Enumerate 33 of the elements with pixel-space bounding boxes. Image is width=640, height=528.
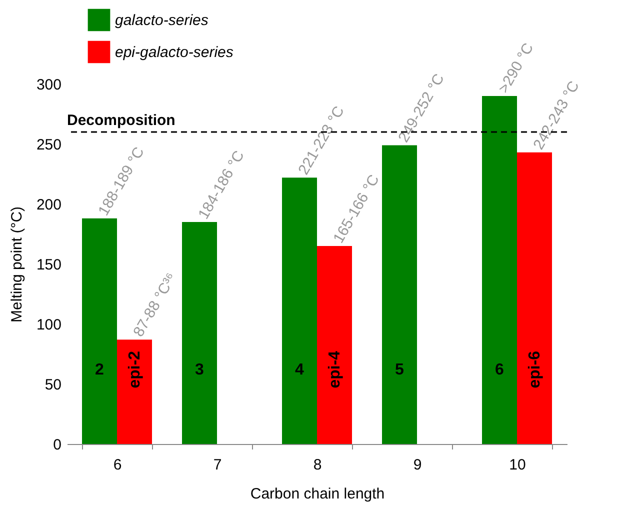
bar <box>182 222 217 444</box>
legend-label: epi-galacto-series <box>115 44 234 61</box>
annotation: 3 <box>195 362 204 379</box>
x-tick-label: 6 <box>113 456 122 474</box>
x-tick-label: 9 <box>413 456 422 474</box>
y-tick-label: 200 <box>36 196 62 214</box>
y-tick-label: 0 <box>53 436 62 454</box>
annotation: epi-6 <box>526 350 544 388</box>
ref-line-label: Decomposition <box>67 112 176 129</box>
y-axis-title: Melting point (°C) <box>8 206 26 323</box>
bar <box>482 96 517 444</box>
bar <box>117 340 152 444</box>
x-tick-label: 8 <box>313 456 322 474</box>
bar <box>517 152 552 444</box>
y-tick-label: 300 <box>36 76 62 94</box>
annotation: epi-4 <box>326 350 344 388</box>
x-axis-title: Carbon chain length <box>250 486 385 502</box>
x-tick-label: 7 <box>213 456 222 474</box>
annotation: epi-2 <box>126 350 144 388</box>
y-tick-label: 100 <box>36 316 62 334</box>
y-tick-label: 250 <box>36 136 62 154</box>
annotation: 5 <box>395 362 404 379</box>
bar <box>382 145 417 444</box>
legend-label: galacto-series <box>115 12 209 29</box>
bar <box>317 246 352 444</box>
annotation: 2 <box>95 362 104 379</box>
annotation: 4 <box>295 362 304 379</box>
annotation: 6 <box>495 362 504 379</box>
y-tick-label: 50 <box>44 376 62 394</box>
bar <box>282 178 317 444</box>
y-tick-label: 150 <box>36 256 62 274</box>
x-tick-label: 10 <box>509 456 526 474</box>
bar <box>82 218 117 444</box>
